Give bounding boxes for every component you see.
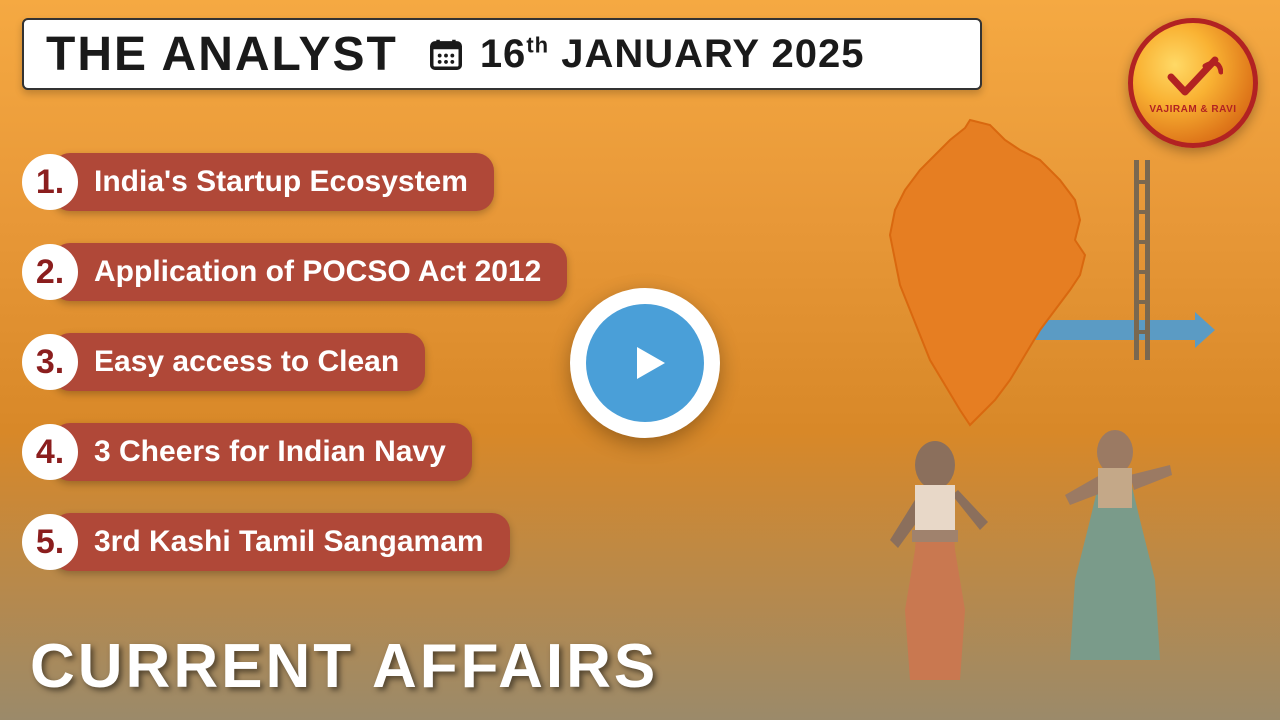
- topic-label: 3 Cheers for Indian Navy: [52, 423, 472, 481]
- dancers-illustration: [760, 400, 1280, 720]
- topic-label: Easy access to Clean: [52, 333, 425, 391]
- brand-logo: VAJIRAM & RAVI: [1128, 18, 1258, 148]
- topic-item: 5. 3rd Kashi Tamil Sangamam: [22, 510, 702, 574]
- topic-item: 1. India's Startup Ecosystem: [22, 150, 702, 214]
- play-icon: [625, 339, 673, 387]
- header-bar: THE ANALYST 16th JANUARY 2025: [22, 18, 982, 90]
- topic-number: 2.: [22, 244, 78, 300]
- topic-number: 4.: [22, 424, 78, 480]
- topic-label: 3rd Kashi Tamil Sangamam: [52, 513, 510, 571]
- dancer-figure-1: [870, 430, 1000, 690]
- date-month-year: JANUARY 2025: [561, 32, 864, 76]
- topic-item: 4. 3 Cheers for Indian Navy: [22, 420, 702, 484]
- logo-check-icon: [1163, 52, 1223, 102]
- decorative-ladder: [1134, 160, 1150, 360]
- topic-label: India's Startup Ecosystem: [52, 153, 494, 211]
- topic-number: 1.: [22, 154, 78, 210]
- play-button-inner: [586, 304, 704, 422]
- logo-text: VAJIRAM & RAVI: [1149, 104, 1236, 115]
- topic-number: 5.: [22, 514, 78, 570]
- header-date: 16th JANUARY 2025: [480, 32, 865, 77]
- dancer-figure-2: [1050, 420, 1180, 680]
- topic-item: 2. Application of POCSO Act 2012: [22, 240, 702, 304]
- topic-label: Application of POCSO Act 2012: [52, 243, 567, 301]
- calendar-icon: [426, 34, 466, 74]
- date-day: 16: [480, 32, 527, 76]
- footer-label: CURRENT AFFAIRS: [30, 631, 658, 702]
- topic-number: 3.: [22, 334, 78, 390]
- play-button[interactable]: [570, 288, 720, 438]
- date-suffix: th: [526, 32, 549, 57]
- header-title: THE ANALYST: [46, 27, 398, 82]
- india-map-illustration: [830, 110, 1110, 430]
